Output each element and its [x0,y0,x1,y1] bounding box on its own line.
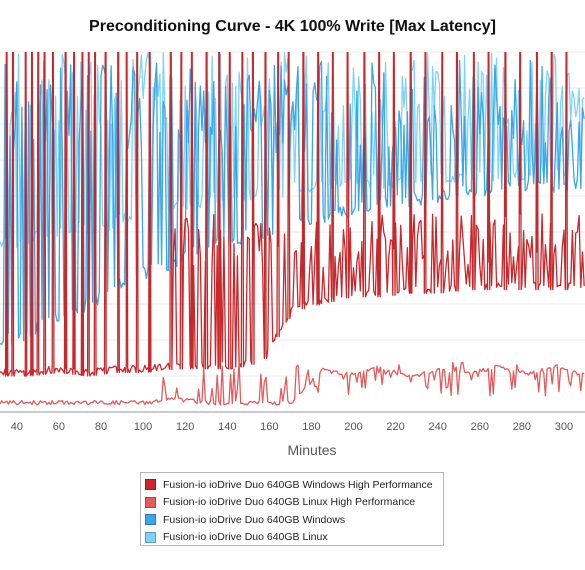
series-line-0 [0,52,585,377]
x-tick-label: 140 [218,421,236,433]
x-tick-label: 120 [176,421,194,433]
x-tick-label: 200 [344,421,362,433]
legend-item-windows: Fusion-io ioDrive Duo 640GB Windows [145,511,443,529]
chart-title: Preconditioning Curve - 4K 100% Write [M… [89,18,496,35]
legend-item-windows-high-performance: Fusion-io ioDrive Duo 640GB Windows High… [145,476,443,494]
x-tick-label: 240 [429,421,447,433]
legend-label: Fusion-io ioDrive Duo 640GB Linux [163,531,328,544]
legend-swatch-linux-high-performance [145,496,156,508]
legend-swatch-windows [145,514,156,526]
x-tick-label: 60 [53,421,65,433]
legend-swatch-linux [145,531,156,543]
x-tick-label: 260 [471,421,489,433]
x-tick-label: 180 [302,421,320,433]
x-tick-label: 220 [386,421,404,433]
x-tick-label: 300 [555,421,573,433]
legend-item-linux: Fusion-io ioDrive Duo 640GB Linux [145,529,443,547]
series-line-1 [0,361,585,406]
series-lines [0,52,585,406]
x-tick-label: 100 [134,421,152,433]
x-tick-label: 80 [95,421,107,433]
legend: Fusion-io ioDrive Duo 640GB Windows High… [140,472,444,546]
legend-item-linux-high-performance: Fusion-io ioDrive Duo 640GB Linux High P… [145,494,443,512]
x-axis-title: Minutes [287,442,336,458]
legend-label: Fusion-io ioDrive Duo 640GB Linux High P… [163,496,416,509]
x-tick-label: 160 [260,421,278,433]
series-line-2 [0,59,585,345]
series-line-3 [0,52,585,248]
legend-label: Fusion-io ioDrive Duo 640GB Windows High… [163,478,433,491]
x-axis-ticks: 40 60 80 100 120 140 160 180 200 220 240 260 280 300 [11,421,573,433]
x-tick-label: 280 [513,421,531,433]
legend-label: Fusion-io ioDrive Duo 640GB Windows [163,513,346,526]
legend-swatch-windows-high-performance [145,479,156,491]
x-tick-label: 40 [11,421,23,433]
